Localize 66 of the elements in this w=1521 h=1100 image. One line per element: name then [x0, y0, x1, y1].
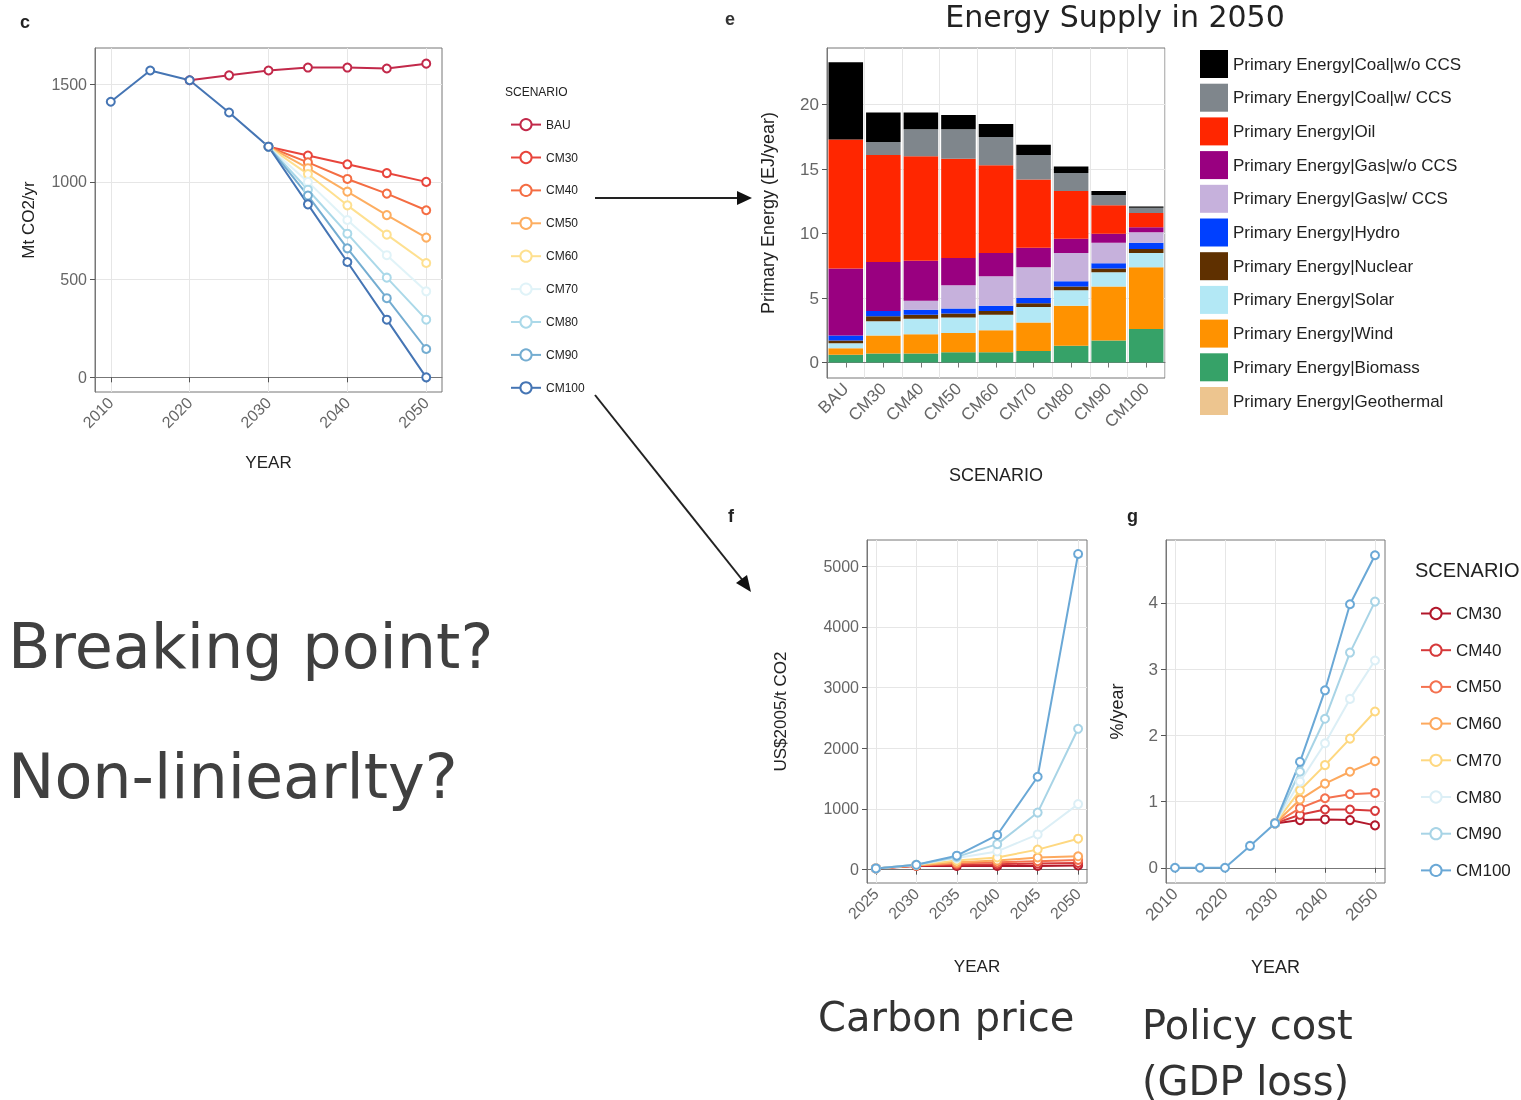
text: Carbon price: [818, 994, 1075, 1040]
y-tick-label: 0: [1148, 858, 1158, 878]
text: Non-liniearlty?: [8, 740, 458, 813]
x-axis-title: SCENARIO: [948, 465, 1044, 485]
chart-title: f: [728, 506, 735, 526]
x-axis-title: YEAR: [953, 957, 1001, 976]
legend-label: Primary Energy|Gas|w/ CCS: [1233, 189, 1448, 209]
legend-label: CM50: [546, 216, 579, 231]
y-tick-label: 5000: [823, 557, 860, 575]
y-tick-label: 10: [800, 224, 819, 244]
y-axis-title: US$2005/t CO2: [771, 651, 790, 772]
legend-label: Primary Energy|Coal|w/ CCS: [1233, 88, 1452, 108]
legend-label: BAU: [546, 117, 571, 132]
y-tick-label: 15: [800, 159, 819, 179]
text: Policy cost (GDP loss): [1142, 1002, 1366, 1100]
y-tick-label: 3: [1148, 659, 1158, 679]
y-tick-label: 20: [800, 95, 819, 115]
y-tick-label: 500: [60, 271, 88, 289]
legend-label: Primary Energy|Solar: [1233, 290, 1395, 310]
legend-label: Primary Energy|Nuclear: [1233, 256, 1414, 276]
legend-label: CM80: [546, 315, 579, 329]
legend-label: Primary Energy|Gas|w/o CCS: [1233, 155, 1458, 175]
legend-label: Primary Energy|Hydro: [1233, 223, 1400, 242]
y-tick-label: 1000: [51, 173, 88, 191]
legend-label: CM30: [546, 150, 579, 165]
legend-label: CM80: [1456, 787, 1502, 807]
x-axis-title: YEAR: [245, 453, 292, 472]
legend-title: SCENARIO: [505, 85, 568, 99]
legend-label: CM90: [546, 347, 579, 362]
legend-label: CM50: [1456, 677, 1502, 697]
legend-label: CM90: [1456, 824, 1502, 844]
y-tick-label: 0: [78, 368, 88, 386]
y-tick-label: 4000: [823, 618, 860, 636]
legend-label: CM70: [1456, 750, 1502, 770]
y-axis-title: Primary Energy (EJ/year): [758, 111, 778, 315]
text: Breaking point?: [8, 610, 494, 683]
legend-label: Primary Energy|Coal|w/o CCS: [1233, 54, 1462, 74]
y-axis-title: Mt CO2/yr: [19, 180, 38, 259]
legend-label: CM70: [546, 282, 579, 297]
y-tick-label: 1000: [823, 800, 860, 818]
y-tick-label: 3000: [823, 679, 860, 697]
y-tick-label: 5: [809, 288, 819, 308]
y-tick-label: 0: [809, 353, 819, 373]
legend-label: Primary Energy|Geothermal: [1233, 391, 1444, 411]
legend-label: CM60: [546, 249, 579, 264]
legend-label: Primary Energy|Wind: [1233, 324, 1394, 344]
legend-label: CM40: [1456, 640, 1502, 660]
legend-label: CM40: [546, 183, 579, 198]
y-tick-label: 0: [850, 861, 860, 879]
chart-title: Energy Supply in 2050: [945, 0, 1285, 34]
legend-label: CM100: [1456, 860, 1511, 880]
legend-label: Primary Energy|Oil: [1233, 121, 1376, 141]
legend-label: CM60: [1456, 714, 1502, 734]
y-tick-label: 1: [1148, 792, 1158, 812]
text: e: [725, 9, 736, 29]
x-axis-title: YEAR: [1250, 957, 1301, 977]
y-tick-label: 2: [1148, 725, 1158, 745]
legend-title: SCENARIO: [1415, 559, 1520, 581]
y-tick-label: 2000: [823, 739, 860, 757]
legend-label: Primary Energy|Biomass: [1233, 357, 1420, 377]
chart-title: c: [20, 12, 31, 32]
y-axis-title: %/year: [1107, 683, 1127, 740]
y-tick-label: 1500: [51, 75, 88, 93]
y-tick-label: 4: [1148, 593, 1158, 613]
chart-title: g: [1127, 506, 1138, 526]
legend-label: CM30: [1456, 604, 1502, 623]
